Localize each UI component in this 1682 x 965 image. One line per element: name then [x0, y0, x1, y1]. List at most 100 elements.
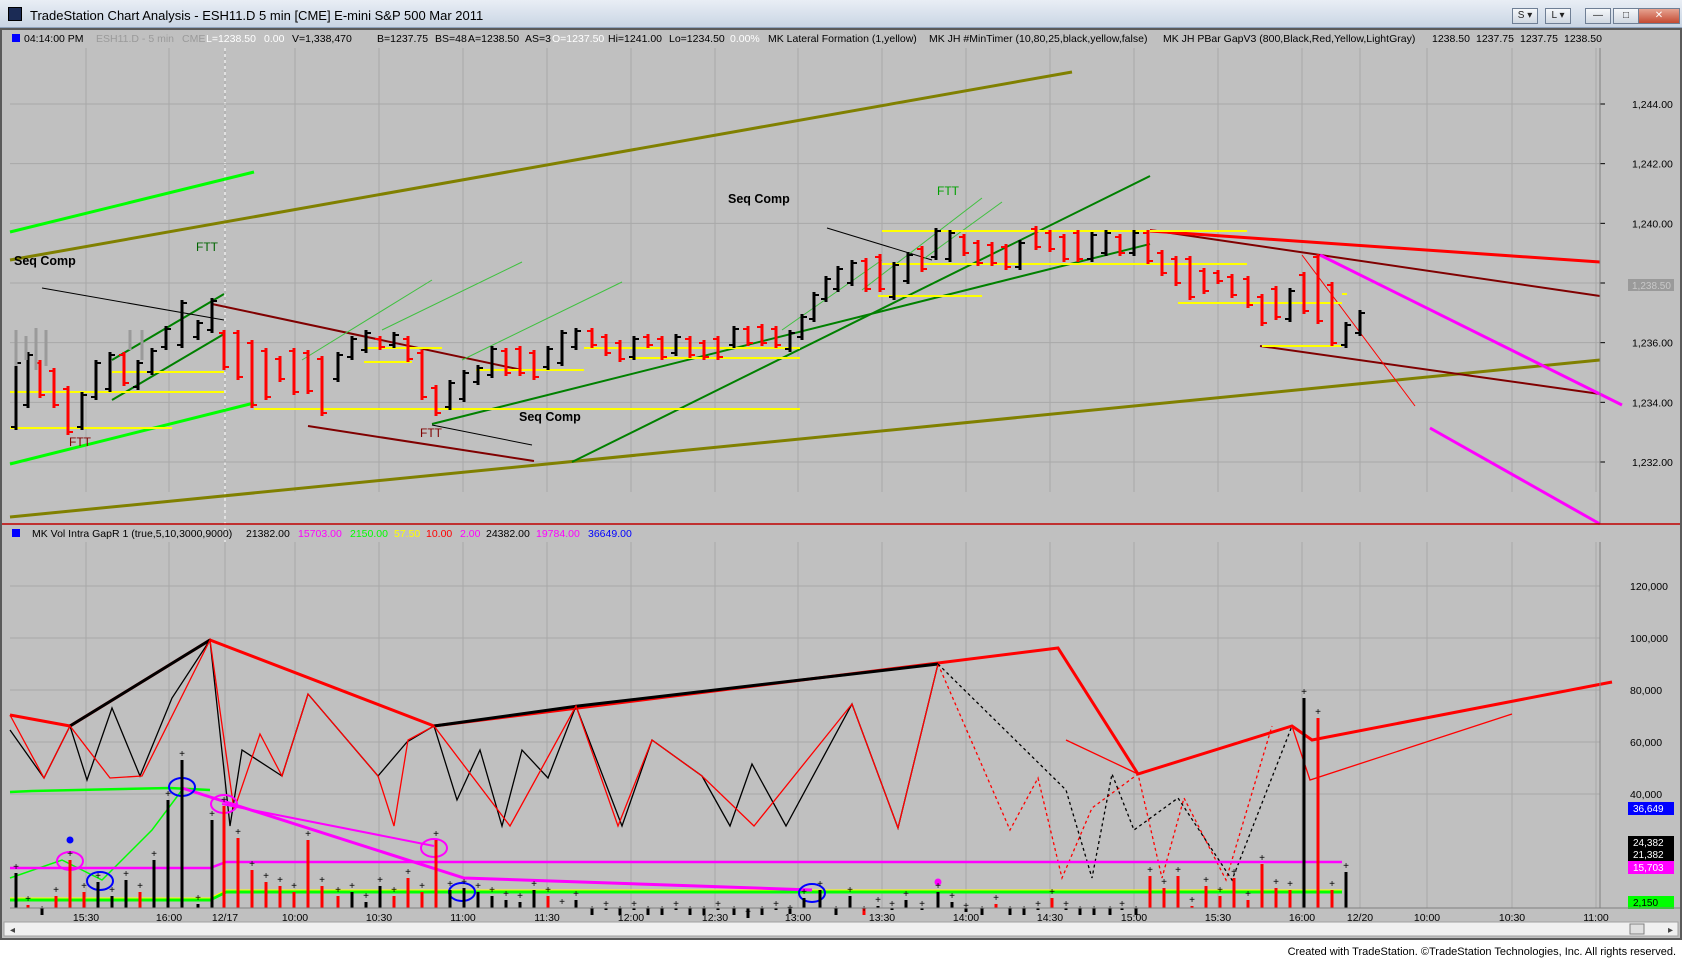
volume-bar-marker: +	[1301, 687, 1307, 698]
volume-bar-marker: +	[875, 895, 881, 906]
volume-bar-marker: +	[137, 881, 143, 892]
volume-tick-label: 120,000	[1630, 581, 1668, 593]
volume-bar-marker: +	[517, 891, 523, 902]
indicator-lateral-formation[interactable]: MK Lateral Formation (1,yellow)	[768, 33, 917, 45]
title-bar: TradeStation Chart Analysis - ESH11.D 5 …	[0, 0, 1682, 28]
volume-bar-marker: +	[1175, 865, 1181, 876]
time-readout: 04:14:00 PM	[24, 33, 84, 45]
volume-bar-marker: +	[1107, 904, 1113, 915]
time-tick-label: 15:30	[1205, 912, 1231, 924]
magenta-down-line	[181, 786, 813, 892]
volume-indicator-name[interactable]: MK Vol Intra GapR 1 (true,5,10,3000,9000…	[32, 528, 232, 540]
volume-bar-marker: +	[363, 891, 369, 902]
seq-comp-label-1: Seq Comp	[14, 254, 76, 268]
volume-bar-marker: +	[1287, 879, 1293, 890]
link-button[interactable]: L ▾	[1545, 8, 1571, 24]
volume-bar-marker: +	[235, 827, 241, 838]
volume-bar-marker: +	[1091, 904, 1097, 915]
volume-bar-marker: +	[861, 904, 867, 915]
scroll-right-icon[interactable]: ▸	[1668, 925, 1673, 936]
red-zigzag-major	[9, 638, 1613, 776]
magenta-avg-line	[10, 860, 1342, 870]
volume-bar-marker: +	[419, 881, 425, 892]
price-drawings[interactable]	[9, 70, 1623, 526]
vol-value-7: 24382.00	[486, 528, 530, 540]
red-zigzag-right	[1065, 713, 1513, 781]
red-dotted-zigzag	[937, 663, 1273, 882]
indicator-value-2: 1237.75	[1476, 33, 1514, 45]
chart-window[interactable]: 04:14:00 PM ESH11.D - 5 min CME L=1238.5…	[0, 28, 1682, 940]
volume-bar-marker: +	[701, 904, 707, 915]
time-tick-label: 14:30	[1037, 912, 1063, 924]
maximize-button[interactable]: □	[1613, 8, 1639, 24]
time-tick-label: 15:30	[73, 912, 99, 924]
volume-bar-marker: +	[1063, 899, 1069, 910]
volume-bar-marker: +	[1021, 904, 1027, 915]
volume-bar-marker: +	[589, 904, 595, 915]
green-trend-lower	[9, 401, 255, 466]
signal-ellipse	[86, 871, 114, 891]
time-tick-label: 12:00	[618, 912, 644, 924]
minimize-button[interactable]: —	[1585, 8, 1611, 24]
volume-bar-marker: +	[195, 893, 201, 904]
volume-bar-marker: +	[935, 881, 941, 892]
volume-bar-marker: +	[759, 904, 765, 915]
time-tick-label: 10:00	[1414, 912, 1440, 924]
indicator-mintimer[interactable]: MK JH #MinTimer (10,80,25,black,yellow,f…	[929, 33, 1147, 45]
volume-bar-marker: +	[1329, 879, 1335, 890]
volume-bar-marker: +	[573, 889, 579, 900]
price-tick-label: 1,240.00	[1632, 218, 1673, 230]
vol-value-2: 15703.00	[298, 528, 342, 540]
scroll-left-icon[interactable]: ◂	[10, 925, 15, 936]
volume-bar-marker: +	[335, 885, 341, 896]
volume-bar-marker: +	[631, 899, 637, 910]
volume-bar-marker: +	[889, 899, 895, 910]
green-fan-line	[301, 279, 433, 361]
volume-bar-marker: +	[433, 829, 439, 840]
horizontal-scrollbar[interactable]: ◂ ▸	[3, 921, 1679, 937]
price-tick-label: 1,242.00	[1632, 159, 1673, 171]
volume-bar-marker: +	[151, 849, 157, 860]
close-button[interactable]: ✕	[1638, 8, 1680, 24]
data-window-icon[interactable]	[12, 34, 20, 42]
indicator-pbar-gap[interactable]: MK JH PBar GapV3 (800,Black,Red,Yellow,L…	[1163, 33, 1415, 45]
magenta-dot	[934, 878, 942, 886]
volume-bar-marker: +	[179, 749, 185, 760]
volume-bar-marker: +	[715, 899, 721, 910]
volume-bar-marker: +	[475, 881, 481, 892]
black-zigzag-major-1	[69, 638, 211, 728]
price-tick-label: 1,234.00	[1632, 397, 1673, 409]
pct-readout: 0.00%	[730, 33, 760, 45]
volume-bar-marker: +	[391, 885, 397, 896]
last-readout: L=1238.50	[206, 33, 256, 45]
black-zigzag-major-2	[433, 662, 939, 728]
scroll-thumb[interactable]	[1629, 923, 1645, 935]
volume-bar-marker: +	[559, 897, 565, 908]
chart-canvas[interactable]: 04:14:00 PM ESH11.D - 5 min CME L=1238.5…	[2, 30, 1680, 938]
volume-bars: + + + + + + + + + + + + + + + + + + + + + + + + + + + + + + + + + + + + + + + +…	[13, 687, 1349, 918]
vol-value-4: 57.50	[394, 528, 420, 540]
symbol-link-button[interactable]: S ▾	[1512, 8, 1538, 24]
ftt-label-2: FTT	[420, 426, 443, 440]
volume-header: MK Vol Intra GapR 1 (true,5,10,3000,9000…	[12, 528, 632, 540]
green-small-2	[111, 333, 225, 401]
hi-readout: Hi=1241.00	[608, 33, 662, 45]
vol-value-8: 19784.00	[536, 528, 580, 540]
volume-bar-marker: +	[1315, 707, 1321, 718]
ask-readout: A=1238.50	[468, 33, 519, 45]
volume-bar-marker: +	[1035, 899, 1041, 910]
volume-bar-marker: +	[847, 885, 853, 896]
time-tick-label: 14:00	[953, 912, 979, 924]
volume-data-icon[interactable]	[12, 529, 20, 537]
volume-bar-marker: +	[1147, 865, 1153, 876]
black-zigzag-minor	[9, 638, 939, 831]
time-tick-label: 12:30	[702, 912, 728, 924]
volume-bar-marker: +	[659, 904, 665, 915]
red-zigzag-minor	[9, 637, 939, 831]
volume-bar-marker: +	[221, 795, 227, 806]
maroon-down-2	[307, 425, 535, 462]
volume-bar-marker: +	[277, 875, 283, 886]
vol-label-magenta: 15,703	[1633, 863, 1664, 874]
signal-ellipse	[798, 883, 826, 903]
seq-comp-line-3	[431, 424, 533, 446]
